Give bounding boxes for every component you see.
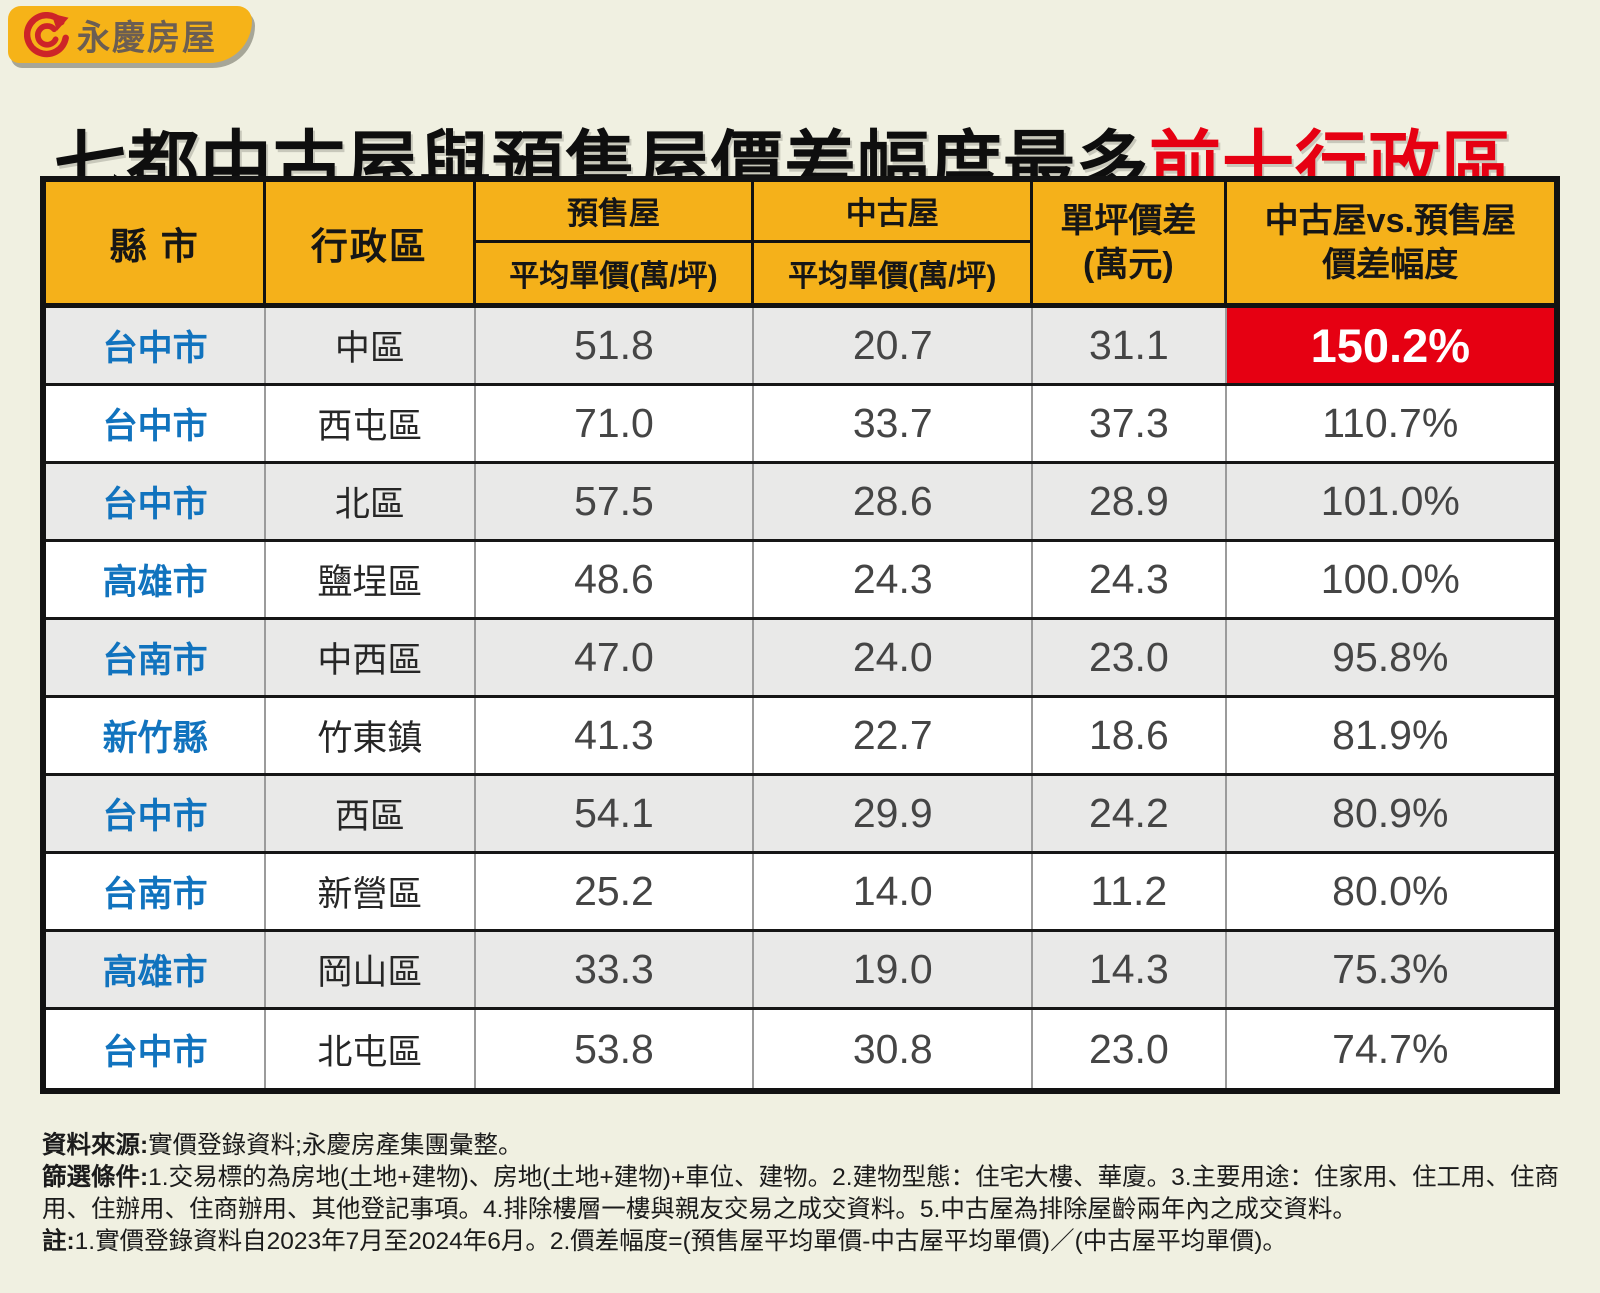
table-row: 高雄市 岡山區 33.3 19.0 14.3 75.3% xyxy=(46,932,1554,1010)
source-note-lead: 資料來源: xyxy=(42,1132,149,1159)
price-table: 縣 市 行政區 預售屋 平均單價(萬/坪) 中古屋 平均單價(萬/坪) 單坪價差… xyxy=(40,176,1560,1094)
pct-cell: 75.3% xyxy=(1332,946,1449,992)
pct-cell: 80.9% xyxy=(1332,790,1449,836)
header-existing-sub: 平均單價(萬/坪) xyxy=(788,259,997,293)
city-cell: 台南市 xyxy=(46,854,267,929)
district-cell: 岡山區 xyxy=(266,932,476,1007)
gap-cell: 11.2 xyxy=(1033,854,1227,929)
district-cell: 中區 xyxy=(266,308,476,383)
district-cell: 鹽埕區 xyxy=(266,542,476,617)
table-row: 台中市 西區 54.1 29.9 24.2 80.9% xyxy=(46,776,1554,854)
header-district: 行政區 xyxy=(266,182,476,303)
existing-price-cell: 30.8 xyxy=(754,1010,1034,1088)
city-cell: 台南市 xyxy=(46,620,267,695)
city-cell: 高雄市 xyxy=(46,542,267,617)
city-cell: 台中市 xyxy=(46,308,267,383)
table-row: 台中市 北屯區 53.8 30.8 23.0 74.7% xyxy=(46,1010,1554,1088)
filter-note: 篩選條件:1.交易標的為房地(土地+建物)、房地(土地+建物)+車位、建物。2.… xyxy=(42,1162,1562,1226)
presale-price-cell: 57.5 xyxy=(476,464,755,539)
presale-price-cell: 33.3 xyxy=(476,932,755,1007)
header-city: 縣 市 xyxy=(46,182,267,303)
presale-price-cell: 48.6 xyxy=(476,542,755,617)
presale-price-cell: 25.2 xyxy=(476,854,755,929)
existing-price-cell: 24.3 xyxy=(754,542,1034,617)
gap-cell: 18.6 xyxy=(1033,698,1227,773)
pct-cell: 150.2% xyxy=(1226,308,1554,383)
table-row: 台南市 新營區 25.2 14.0 11.2 80.0% xyxy=(46,854,1554,932)
pct-cell: 110.7% xyxy=(1322,400,1459,446)
presale-price-cell: 41.3 xyxy=(476,698,755,773)
presale-price-cell: 53.8 xyxy=(476,1010,755,1088)
city-cell: 台中市 xyxy=(46,1010,267,1088)
gap-cell: 37.3 xyxy=(1033,386,1227,461)
table-row: 新竹縣 竹東鎮 41.3 22.7 18.6 81.9% xyxy=(46,698,1554,776)
header-gap: 單坪價差 (萬元) xyxy=(1033,182,1227,303)
filter-note-text: 1.交易標的為房地(土地+建物)、房地(土地+建物)+車位、建物。2.建物型態：… xyxy=(42,1164,1560,1223)
header-presale-sub: 平均單價(萬/坪) xyxy=(509,259,718,293)
gap-cell: 28.9 xyxy=(1033,464,1227,539)
existing-price-cell: 14.0 xyxy=(754,854,1034,929)
brand-swirl-arrow-icon xyxy=(24,11,69,57)
pct-cell: 100.0% xyxy=(1320,556,1460,602)
table-row: 台南市 中西區 47.0 24.0 23.0 95.8% xyxy=(46,620,1554,698)
table-body: 台中市 中區 51.8 20.7 31.1 150.2% 台中市 西屯區 71.… xyxy=(46,308,1554,1088)
presale-price-cell: 51.8 xyxy=(476,308,755,383)
district-cell: 北區 xyxy=(266,464,476,539)
existing-price-cell: 22.7 xyxy=(754,698,1034,773)
existing-price-cell: 28.6 xyxy=(754,464,1034,539)
existing-price-cell: 33.7 xyxy=(754,386,1034,461)
general-note-lead: 註: xyxy=(42,1228,75,1255)
header-presale-top: 預售屋 xyxy=(475,182,752,243)
pct-cell: 81.9% xyxy=(1332,712,1449,758)
header-existing: 中古屋 平均單價(萬/坪) xyxy=(754,182,1034,303)
gap-cell: 23.0 xyxy=(1033,1010,1227,1088)
district-cell: 新營區 xyxy=(266,854,476,929)
header-presale: 預售屋 平均單價(萬/坪) xyxy=(475,182,755,303)
existing-price-cell: 29.9 xyxy=(754,776,1034,851)
gap-cell: 31.1 xyxy=(1033,308,1227,383)
existing-price-cell: 19.0 xyxy=(754,932,1034,1007)
table-header-row: 縣 市 行政區 預售屋 平均單價(萬/坪) 中古屋 平均單價(萬/坪) 單坪價差… xyxy=(46,182,1554,308)
filter-note-lead: 篩選條件: xyxy=(42,1164,149,1191)
presale-price-cell: 71.0 xyxy=(476,386,755,461)
city-cell: 台中市 xyxy=(46,776,267,851)
pct-cell: 74.7% xyxy=(1332,1025,1449,1072)
city-cell: 台中市 xyxy=(46,464,267,539)
header-existing-top: 中古屋 xyxy=(754,182,1031,243)
table-row: 台中市 北區 57.5 28.6 28.9 101.0% xyxy=(46,464,1554,542)
logo-badge: 永慶房屋 xyxy=(8,6,252,63)
footnotes: 資料來源:實價登錄資料;永慶房產集團彙整。 篩選條件:1.交易標的為房地(土地+… xyxy=(42,1130,1562,1258)
pct-cell: 101.0% xyxy=(1320,478,1460,524)
table-row: 台中市 中區 51.8 20.7 31.1 150.2% xyxy=(46,308,1554,386)
general-note: 註:1.實價登錄資料自2023年7月至2024年6月。2.價差幅度=(預售屋平均… xyxy=(42,1226,1562,1258)
district-cell: 竹東鎮 xyxy=(266,698,476,773)
pct-cell: 95.8% xyxy=(1332,634,1449,680)
city-cell: 台中市 xyxy=(46,386,267,461)
existing-price-cell: 24.0 xyxy=(754,620,1034,695)
district-cell: 北屯區 xyxy=(266,1010,476,1088)
city-cell: 新竹縣 xyxy=(46,698,267,773)
gap-cell: 24.2 xyxy=(1033,776,1227,851)
brand-name: 永慶房屋 xyxy=(77,17,217,57)
table-row: 高雄市 鹽埕區 48.6 24.3 24.3 100.0% xyxy=(46,542,1554,620)
general-note-text: 1.實價登錄資料自2023年7月至2024年6月。2.價差幅度=(預售屋平均單價… xyxy=(74,1228,1287,1255)
header-pct: 中古屋vs.預售屋 價差幅度 xyxy=(1264,201,1516,284)
gap-cell: 14.3 xyxy=(1033,932,1227,1007)
city-cell: 高雄市 xyxy=(46,932,267,1007)
presale-price-cell: 54.1 xyxy=(476,776,755,851)
table-row: 台中市 西屯區 71.0 33.7 37.3 110.7% xyxy=(46,386,1554,464)
pct-cell: 80.0% xyxy=(1332,868,1449,914)
source-note-text: 實價登錄資料;永慶房產集團彙整。 xyxy=(148,1132,523,1159)
gap-cell: 23.0 xyxy=(1033,620,1227,695)
source-note: 資料來源:實價登錄資料;永慶房產集團彙整。 xyxy=(42,1130,1562,1162)
presale-price-cell: 47.0 xyxy=(476,620,755,695)
existing-price-cell: 20.7 xyxy=(754,308,1034,383)
district-cell: 中西區 xyxy=(266,620,476,695)
gap-cell: 24.3 xyxy=(1033,542,1227,617)
district-cell: 西區 xyxy=(266,776,476,851)
district-cell: 西屯區 xyxy=(266,386,476,461)
